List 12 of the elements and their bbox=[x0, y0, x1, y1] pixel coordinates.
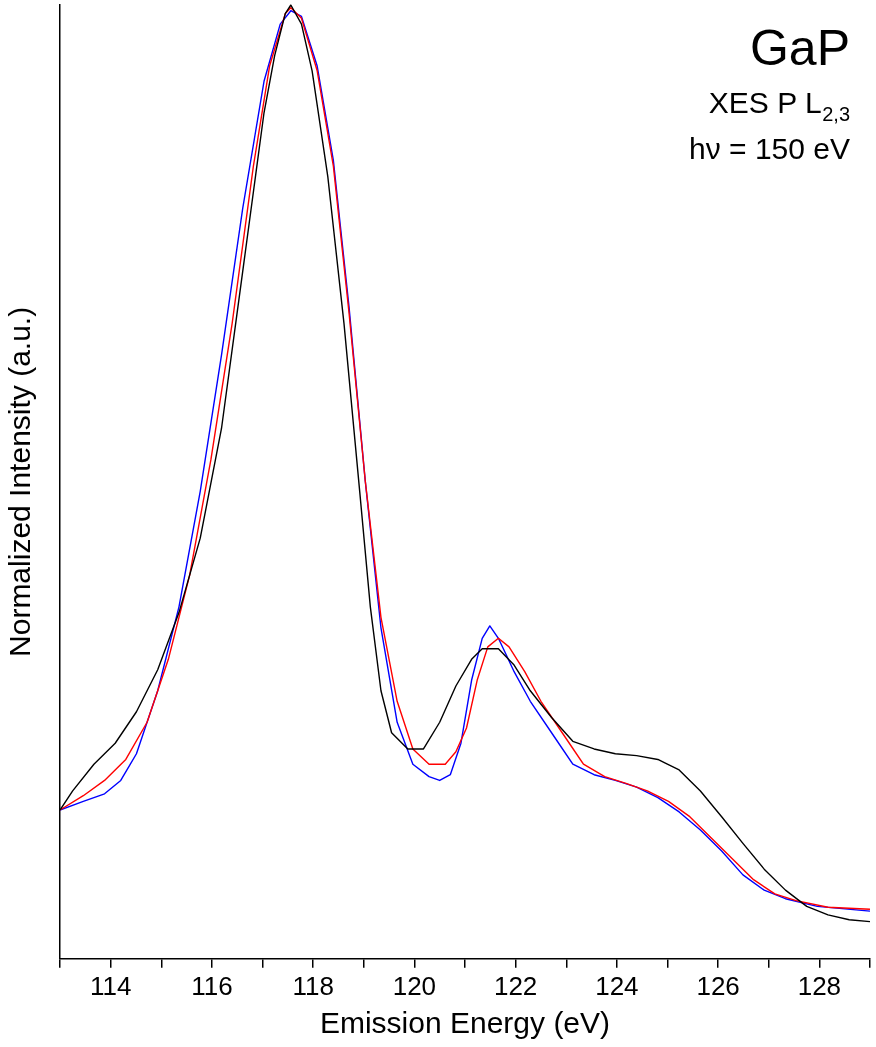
x-tick-label: 114 bbox=[89, 970, 132, 1001]
x-tick-label: 128 bbox=[797, 970, 842, 1001]
annotation: GaP bbox=[749, 20, 851, 76]
x-tick-label: 118 bbox=[292, 970, 334, 1001]
y-axis-title: Normalized Intensity (a.u.) bbox=[3, 306, 37, 657]
x-tick-label: 116 bbox=[191, 970, 233, 1001]
x-tick-label: 122 bbox=[493, 970, 538, 1001]
x-tick-label: 126 bbox=[696, 970, 740, 1001]
x-tick-label: 124 bbox=[595, 970, 639, 1001]
x-axis-title: Emission Energy (eV) bbox=[319, 1006, 611, 1040]
x-tick-label: 120 bbox=[392, 970, 437, 1001]
annotation: hν = 150 eV bbox=[689, 132, 851, 165]
